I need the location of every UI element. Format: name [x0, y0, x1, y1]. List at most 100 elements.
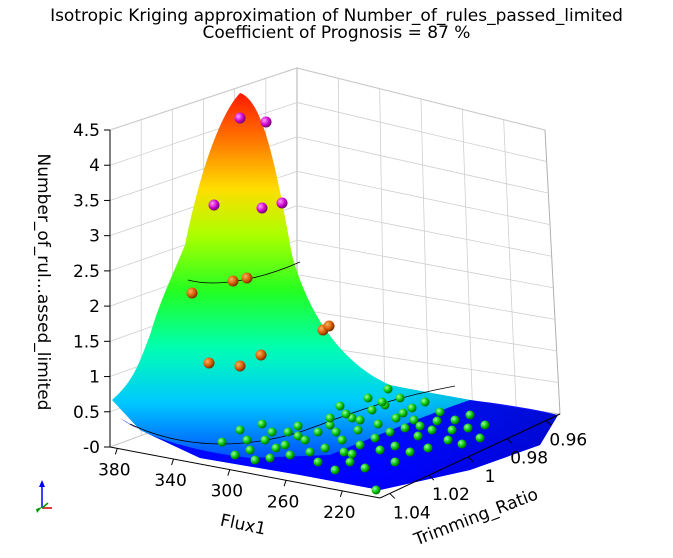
- sample-point: [271, 443, 281, 453]
- sample-point: [186, 287, 198, 299]
- z-tick-label: 3.5: [73, 191, 100, 211]
- sample-point: [395, 393, 405, 403]
- sample-point: [347, 449, 357, 459]
- sample-point: [363, 393, 373, 403]
- sample-point: [325, 413, 335, 423]
- sample-point: [280, 440, 290, 450]
- sample-point: [391, 413, 401, 423]
- y-axis-ticks: 1.041.02 1 0.980.96: [389, 420, 587, 523]
- x-tick-label: 380: [98, 460, 130, 480]
- sample-point: [463, 423, 473, 433]
- sample-point: [475, 433, 485, 443]
- sample-point: [480, 420, 490, 430]
- sample-point: [267, 427, 277, 437]
- sample-point: [457, 439, 467, 449]
- sample-point: [217, 437, 227, 447]
- sample-point: [230, 450, 240, 460]
- sample-point: [257, 419, 267, 429]
- x-tick-mark: [283, 480, 287, 487]
- sample-point: [427, 425, 437, 435]
- sample-point: [367, 405, 377, 415]
- x-tick-mark: [171, 458, 175, 466]
- sample-point: [413, 431, 423, 441]
- sample-point: [241, 272, 253, 284]
- grid-line: [420, 98, 429, 397]
- sample-point: [250, 455, 260, 465]
- sample-point: [337, 435, 347, 445]
- sample-point: [383, 384, 393, 394]
- y-tick-label: 0.96: [549, 430, 587, 450]
- z-tick-label: -0: [83, 438, 100, 458]
- sample-point: [330, 465, 340, 475]
- y-tick-mark: [506, 438, 513, 445]
- sample-point: [420, 397, 430, 407]
- sample-point: [355, 415, 365, 425]
- grid-line: [337, 78, 342, 385]
- sample-point: [234, 360, 246, 372]
- sample-point: [235, 425, 245, 435]
- y-tick-label: 1.02: [432, 485, 470, 505]
- chart-title: Isotropic Kriging approximation of Numbe…: [50, 6, 623, 26]
- sample-point: [355, 440, 365, 450]
- sample-point: [293, 421, 303, 431]
- x-tick-label: 260: [267, 492, 299, 512]
- y-tick-mark: [545, 420, 552, 426]
- z-tick-label: 2: [89, 297, 100, 317]
- sample-point: [407, 403, 417, 413]
- x-tick-mark: [114, 448, 118, 455]
- sample-point: [435, 407, 445, 417]
- sample-point: [360, 463, 370, 473]
- sample-point: [255, 349, 267, 361]
- sample-point: [400, 423, 410, 433]
- z-tick-label: 0.5: [73, 403, 100, 423]
- x-axis-label: Flux1: [218, 511, 267, 540]
- z-tick-label: 4: [89, 156, 100, 176]
- chart-subtitle: Coefficient of Prognosis = 87 %: [202, 23, 471, 43]
- sample-point: [335, 401, 345, 411]
- z-axis-ticks: -0 0.5 1 1.5 2 2.5 3 3.5 4 4.5: [73, 121, 110, 458]
- x-axis-line: [109, 446, 381, 499]
- sample-point: [203, 357, 215, 369]
- sample-point: [234, 112, 246, 124]
- y-tick-mark: [428, 474, 435, 481]
- sample-point: [409, 415, 419, 425]
- y-tick-mark: [467, 456, 474, 463]
- sample-point: [447, 425, 457, 435]
- z-tick-label: 3: [89, 227, 100, 247]
- sample-point: [375, 445, 385, 455]
- grid-line: [461, 109, 473, 403]
- orientation-triad: [36, 480, 52, 513]
- sample-point: [415, 421, 425, 431]
- sample-point: [256, 202, 268, 214]
- x-axis-ticks: 380 340 300 260 220: [98, 448, 356, 523]
- y-tick-label: 1.04: [393, 503, 431, 523]
- grid-line: [503, 119, 517, 409]
- sample-point: [390, 457, 400, 467]
- sample-point: [260, 435, 270, 445]
- y-tick-label: 1: [485, 467, 496, 487]
- sample-point: [405, 447, 415, 457]
- z-tick-label: 1: [89, 368, 100, 388]
- sample-point: [377, 397, 387, 407]
- sample-point: [465, 410, 475, 420]
- y-axis-line: [379, 413, 561, 499]
- sample-point: [320, 443, 330, 453]
- sample-point: [285, 450, 295, 460]
- axis-lines: [109, 130, 561, 499]
- sample-point: [331, 427, 341, 437]
- sample-point: [390, 441, 400, 451]
- sample-point: [339, 447, 349, 457]
- sample-point: [245, 445, 255, 455]
- sample-points: [186, 112, 490, 495]
- sample-point: [450, 415, 460, 425]
- y-tick-mark: [389, 493, 396, 499]
- sample-point: [242, 435, 252, 445]
- sample-point: [323, 320, 335, 332]
- y-tick-label: 0.98: [510, 449, 548, 469]
- z-axis-label: Number_of_rul...assed_limited: [33, 154, 53, 411]
- sample-point: [276, 197, 288, 209]
- x-tick-label: 300: [211, 482, 243, 502]
- surface-shading: [112, 93, 558, 490]
- x-tick-mark: [339, 490, 343, 498]
